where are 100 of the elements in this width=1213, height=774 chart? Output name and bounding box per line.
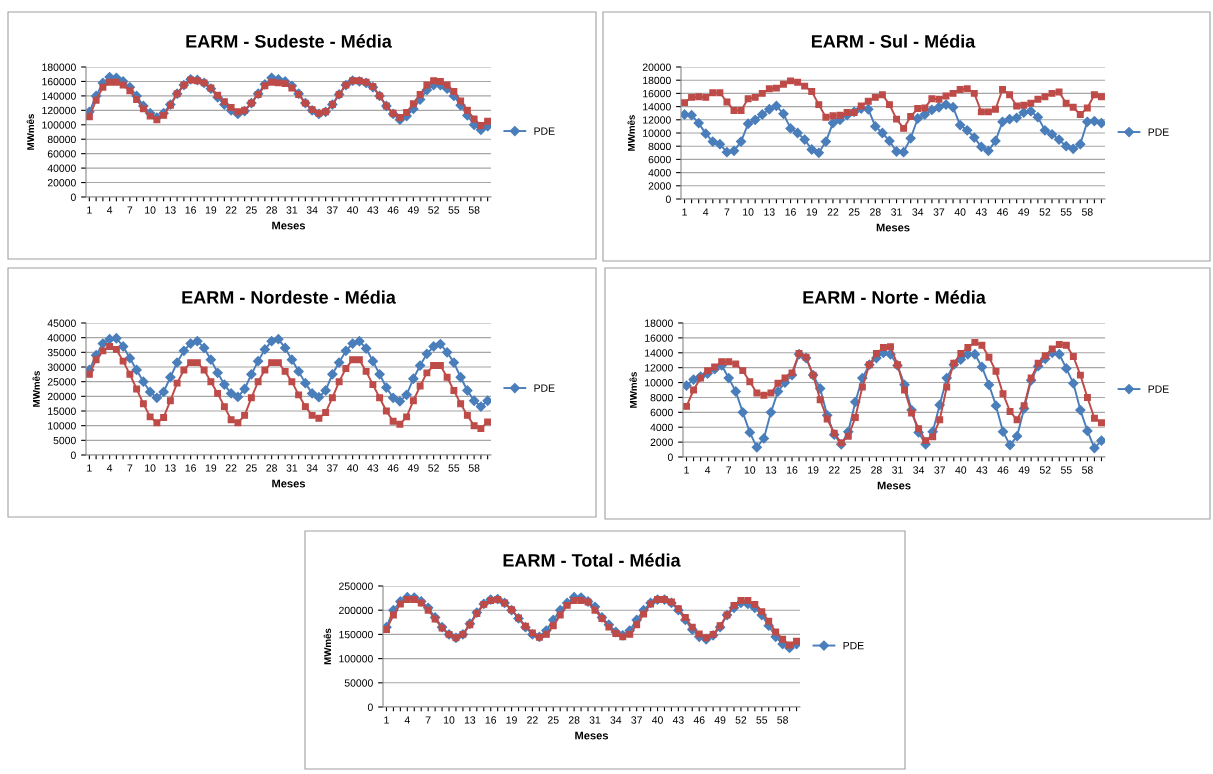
- x-tick-label: 34: [912, 208, 924, 216]
- x-tick-label: 28: [870, 208, 881, 216]
- y-tick-label: 10000: [48, 422, 76, 430]
- y-tick-label: 2000: [648, 182, 671, 190]
- x-tick-label: 1: [87, 206, 92, 214]
- y-tick-label: 30000: [47, 363, 76, 371]
- y-tick-label: 100000: [42, 121, 76, 129]
- x-axis-title: Meses: [272, 479, 306, 488]
- y-tick-label: 16000: [645, 334, 673, 342]
- x-tick-label: 28: [871, 466, 882, 474]
- y-tick-label: 120000: [42, 106, 76, 115]
- x-tick-label: 13: [165, 206, 176, 214]
- x-tick-label: 7: [127, 464, 133, 472]
- legend-label: PDE: [534, 384, 555, 392]
- x-tick-label: 25: [246, 464, 257, 472]
- y-tick-label: 0: [367, 703, 373, 711]
- y-axis-title: MWmês: [627, 115, 635, 151]
- x-tick-label: 31: [589, 716, 601, 724]
- y-tick-label: 14000: [643, 103, 671, 111]
- y-tick-label: 35000: [47, 348, 76, 357]
- x-tick-label: 4: [106, 464, 113, 472]
- y-tick-label: 25000: [47, 378, 76, 386]
- x-axis-title: Meses: [272, 221, 306, 230]
- x-tick-label: 52: [428, 464, 439, 472]
- y-tick-label: 4000: [650, 423, 673, 432]
- y-tick-label: 200000: [339, 606, 373, 615]
- x-tick-label: 4: [703, 208, 709, 216]
- x-tick-label: 16: [785, 208, 796, 216]
- x-tick-label: 13: [764, 208, 775, 216]
- x-axis-title: Meses: [876, 223, 910, 232]
- x-tick-label: 34: [306, 464, 318, 472]
- x-tick-label: 19: [205, 464, 217, 472]
- y-tick-label: 12000: [643, 116, 671, 124]
- x-tick-label: 49: [714, 716, 726, 724]
- x-tick-label: 55: [448, 206, 460, 214]
- x-tick-label: 46: [387, 206, 399, 214]
- x-tick-label: 58: [1081, 208, 1093, 216]
- x-tick-label: 40: [651, 716, 663, 724]
- x-tick-label: 1: [87, 464, 92, 472]
- x-tick-label: 19: [506, 716, 517, 724]
- x-tick-label: 10: [145, 464, 156, 472]
- x-tick-label: 10: [743, 208, 754, 216]
- x-tick-label: 40: [347, 206, 359, 214]
- x-tick-label: 1: [384, 716, 389, 724]
- x-tick-label: 58: [468, 464, 480, 472]
- x-tick-label: 49: [407, 206, 419, 214]
- x-tick-label: 49: [407, 464, 419, 472]
- x-tick-label: 31: [286, 206, 298, 214]
- x-tick-label: 55: [448, 464, 460, 472]
- x-tick-label: 25: [246, 206, 257, 214]
- x-tick-label: 55: [1060, 466, 1072, 474]
- x-tick-label: 52: [1039, 466, 1051, 474]
- x-tick-label: 19: [806, 208, 818, 216]
- x-tick-label: 4: [404, 716, 410, 724]
- y-tick-label: 18000: [645, 319, 673, 327]
- y-axis-title: MWmês: [323, 628, 332, 665]
- chart-title: EARM - Sul - Média: [811, 34, 976, 48]
- y-tick-label: 15000: [48, 407, 76, 415]
- legend-label: PDE: [843, 642, 864, 650]
- x-tick-label: 19: [808, 466, 819, 474]
- y-tick-label: 20000: [47, 179, 76, 187]
- y-tick-label: 60000: [47, 150, 76, 158]
- x-tick-label: 52: [1039, 208, 1051, 216]
- x-tick-label: 46: [387, 464, 399, 472]
- x-tick-label: 46: [996, 208, 1008, 216]
- y-tick-label: 6000: [648, 155, 671, 164]
- y-tick-label: 80000: [47, 135, 76, 144]
- x-tick-label: 7: [724, 208, 730, 216]
- y-tick-label: 0: [667, 453, 673, 461]
- x-tick-label: 43: [672, 716, 684, 724]
- x-tick-label: 10: [145, 206, 156, 214]
- chart-title: EARM - Norte - Média: [803, 290, 986, 304]
- x-tick-label: 22: [225, 206, 237, 214]
- x-axis-title: Meses: [575, 731, 609, 740]
- legend-label: PDE: [1148, 385, 1169, 393]
- x-tick-label: 22: [828, 466, 840, 474]
- y-tick-label: 2000: [650, 438, 673, 446]
- y-tick-label: 180000: [42, 63, 76, 71]
- chart-title: EARM - Sudeste - Média: [186, 34, 392, 48]
- x-tick-label: 40: [954, 208, 966, 216]
- x-tick-label: 34: [610, 716, 622, 724]
- x-tick-label: 37: [933, 208, 945, 216]
- x-tick-label: 13: [464, 716, 476, 724]
- y-tick-label: 4000: [648, 169, 671, 177]
- x-tick-label: 28: [266, 464, 277, 472]
- x-tick-label: 16: [787, 466, 798, 474]
- y-tick-label: 50000: [344, 679, 373, 687]
- y-tick-label: 160000: [42, 77, 76, 86]
- y-tick-label: 12000: [645, 364, 673, 372]
- y-tick-label: 8000: [648, 142, 671, 151]
- legend-label: PDE: [534, 127, 555, 135]
- x-tick-label: 55: [756, 716, 768, 724]
- y-tick-label: 5000: [53, 436, 76, 445]
- x-tick-label: 34: [913, 466, 925, 474]
- y-tick-label: 40000: [47, 164, 76, 172]
- x-tick-label: 43: [975, 208, 987, 216]
- x-tick-label: 22: [225, 464, 237, 472]
- x-tick-label: 28: [266, 206, 277, 214]
- x-tick-label: 46: [997, 466, 1009, 474]
- y-axis-title: MWmês: [26, 114, 35, 150]
